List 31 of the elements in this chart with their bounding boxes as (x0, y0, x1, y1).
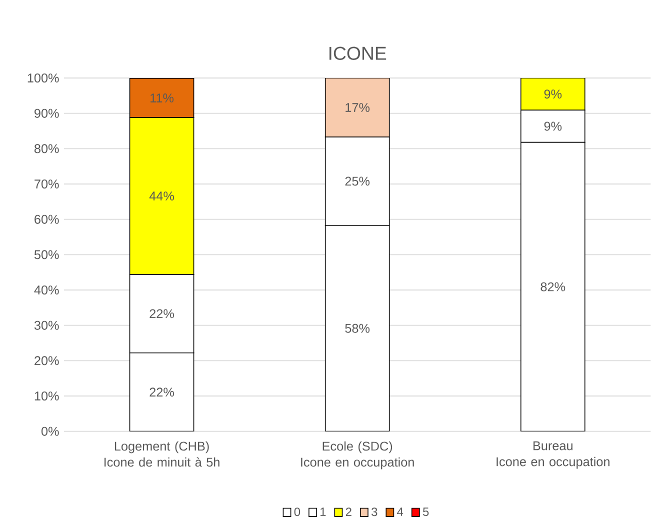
data-label: 58% (345, 324, 370, 333)
data-label: 17% (346, 103, 370, 112)
legend-label: 1 (320, 508, 326, 516)
y-tick-label: 70% (34, 180, 59, 188)
y-tick-label: 10% (34, 392, 59, 400)
data-label: 22% (150, 388, 174, 397)
legend-label: 4 (397, 508, 404, 516)
y-tick-label: 90% (34, 108, 59, 118)
legend-label: 3 (372, 508, 378, 516)
y-tick-label: 40% (34, 286, 59, 294)
data-label: 11% (150, 94, 174, 102)
data-label: 44% (149, 192, 174, 200)
y-tick-label: 20% (34, 356, 59, 366)
x-tick-label: Ecole (SDC) Icone en occupation (301, 441, 414, 470)
chart-title: ICONE (329, 46, 386, 60)
y-tick-label: 100% (28, 74, 59, 82)
data-label: 9% (544, 90, 562, 99)
data-label: 25% (345, 176, 370, 186)
x-tick-label: Bureau Icone en occupation (496, 441, 610, 469)
data-label: 82% (540, 282, 566, 292)
data-label: 9% (544, 122, 562, 131)
legend-label: 5 (422, 508, 429, 516)
y-tick-label: 60% (34, 214, 59, 224)
y-tick-label: 30% (34, 320, 59, 330)
y-tick-label: 50% (34, 250, 59, 260)
x-tick-label: Logement (CHB) Icone de minuit à 5h (104, 441, 220, 467)
y-tick-label: 80% (34, 144, 59, 154)
legend-label: 0 (294, 508, 300, 516)
y-tick-label: 0% (41, 426, 59, 436)
legend-label: 2 (346, 508, 352, 516)
data-label: 22% (150, 309, 174, 318)
